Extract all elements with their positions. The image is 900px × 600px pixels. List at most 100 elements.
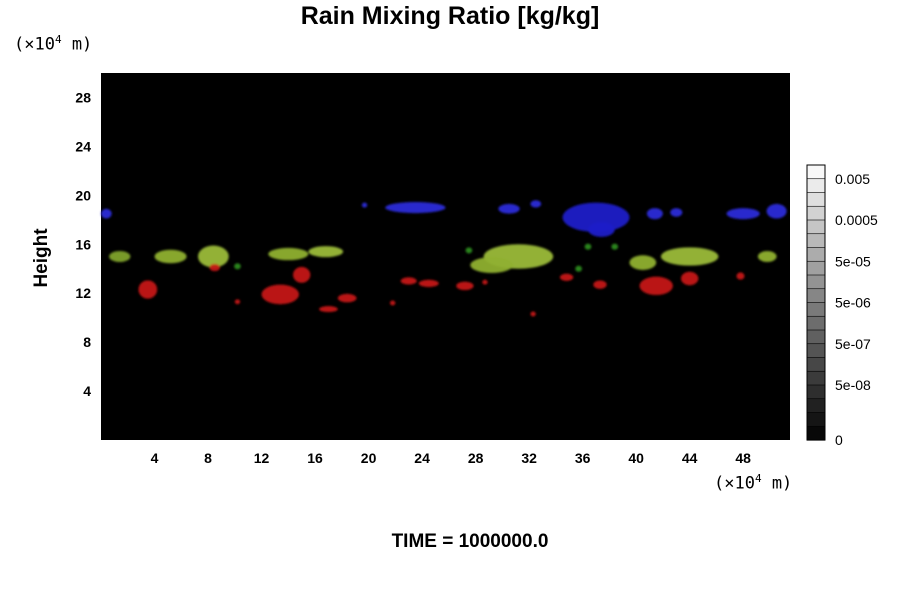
feature-green [109, 250, 131, 263]
colorbar-swatch [806, 247, 826, 262]
rain-features [101, 200, 787, 317]
colorbar-swatch [806, 288, 826, 304]
feature-blue [726, 208, 760, 220]
feature-red [680, 271, 699, 286]
colorbar [806, 164, 826, 441]
feature-blue [530, 200, 542, 208]
feature-red [736, 272, 745, 280]
x-tick-label: 12 [254, 450, 270, 466]
feature-green [234, 263, 241, 270]
colorbar-swatch [806, 329, 826, 345]
y-axis-unit: (×104 m) [14, 33, 92, 55]
colorbar-swatch [806, 260, 826, 276]
feature-green [470, 257, 514, 274]
colorbar-label: 5e-07 [835, 336, 871, 352]
x-tick-label: 36 [575, 450, 591, 466]
feature-blue [498, 203, 520, 214]
colorbar-swatch [806, 425, 826, 441]
feature-red [456, 281, 474, 291]
x-tick-label: 20 [361, 450, 377, 466]
feature-red [418, 279, 439, 288]
feature-green [465, 247, 473, 254]
x-tick-label: 32 [521, 450, 537, 466]
feature-blue [361, 202, 368, 208]
y-tick-label: 16 [75, 236, 91, 252]
colorbar-labels: 0.005 0.0005 5e-05 5e-06 5e-07 5e-08 0 [835, 171, 878, 448]
colorbar-label: 5e-08 [835, 377, 871, 393]
feature-green [308, 246, 344, 258]
feature-green [611, 243, 619, 250]
time-footer: TIME = 1000000.0 [391, 531, 549, 552]
feature-red [593, 280, 607, 289]
feature-blue [101, 208, 112, 219]
colorbar-frame [806, 164, 826, 441]
feature-green [268, 247, 309, 261]
colorbar-swatch [806, 412, 826, 427]
colorbar-swatch [806, 178, 826, 194]
colorbar-swatch [806, 370, 826, 386]
colorbar-label: 0.0005 [835, 212, 878, 228]
colorbar-label: 0.005 [835, 171, 870, 187]
chart-title: Rain Mixing Ratio [kg/kg] [300, 2, 600, 30]
y-tick-labels: 4 8 12 16 20 24 28 [75, 89, 91, 399]
feature-red [389, 300, 396, 306]
colorbar-label: 0 [835, 432, 843, 448]
feature-blue [646, 208, 663, 220]
feature-green [584, 243, 592, 250]
feature-blue [562, 202, 630, 233]
feature-red [400, 277, 417, 285]
colorbar-swatch [806, 192, 826, 207]
y-tick-label: 24 [75, 138, 91, 154]
colorbar-swatch [806, 233, 826, 249]
colorbar-swatch [806, 343, 826, 359]
feature-red [319, 306, 338, 313]
feature-blue [587, 222, 615, 237]
feature-red [559, 273, 574, 281]
feature-red [234, 299, 241, 305]
y-unit-rest: m) [61, 34, 93, 55]
x-tick-label: 16 [307, 450, 323, 466]
x-tick-label: 8 [204, 450, 212, 466]
feature-blue [766, 203, 787, 219]
colorbar-swatch [806, 398, 826, 414]
x-unit-exponent: 4 [754, 472, 762, 485]
feature-green [660, 247, 719, 266]
feature-red [639, 276, 673, 296]
feature-red [292, 266, 311, 283]
x-tick-label: 24 [414, 450, 430, 466]
x-unit-base: (×10 [714, 473, 755, 494]
y-unit-exponent: 4 [54, 33, 62, 46]
feature-red [337, 293, 357, 303]
x-tick-label: 4 [151, 450, 159, 466]
colorbar-label: 5e-06 [835, 295, 871, 311]
feature-green [197, 245, 229, 268]
colorbar-swatch [806, 164, 826, 180]
x-tick-label: 48 [735, 450, 751, 466]
feature-red [138, 280, 158, 299]
colorbar-label: 5e-05 [835, 253, 871, 269]
feature-green [154, 249, 187, 264]
feature-blue [670, 208, 683, 217]
colorbar-swatch [806, 357, 826, 372]
colorbar-swatch [806, 219, 826, 235]
feature-blue [385, 202, 446, 214]
x-unit-rest: m) [761, 473, 793, 494]
y-tick-label: 4 [83, 383, 91, 399]
y-tick-label: 20 [75, 187, 91, 203]
feature-red [261, 284, 300, 305]
x-tick-label: 44 [682, 450, 698, 466]
feature-red [530, 311, 536, 317]
x-axis-unit: (×104 m) [714, 472, 792, 494]
feature-green [629, 255, 657, 270]
y-tick-label: 28 [75, 89, 91, 105]
feature-red [209, 263, 221, 272]
colorbar-swatch [806, 205, 826, 221]
feature-red [482, 279, 488, 285]
y-tick-label: 8 [83, 334, 91, 350]
colorbar-swatch [806, 274, 826, 290]
feature-green [575, 265, 582, 272]
y-tick-label: 12 [75, 285, 91, 301]
x-tick-label: 28 [468, 450, 484, 466]
feature-green [757, 250, 777, 263]
